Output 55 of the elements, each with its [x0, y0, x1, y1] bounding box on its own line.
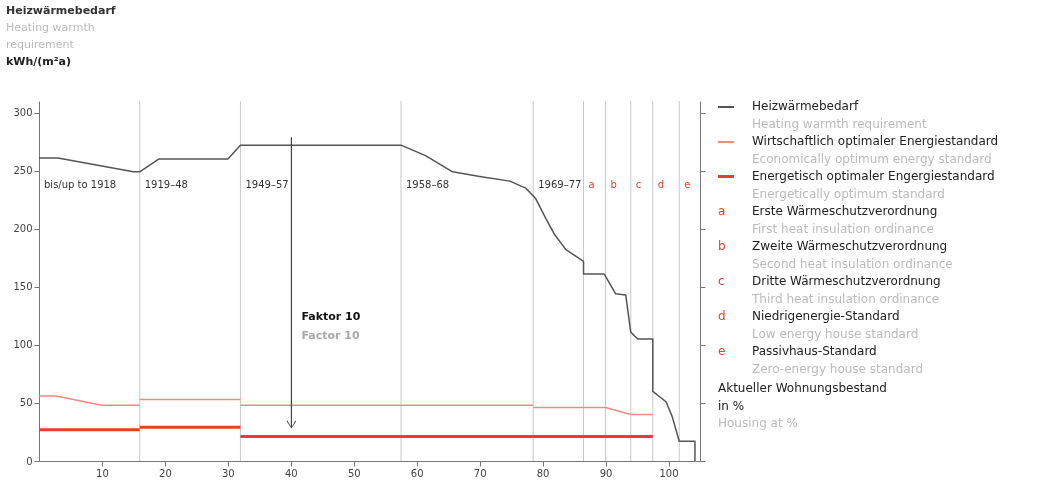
- text: Zero-energy house standard: [752, 360, 925, 378]
- text: Economically optimum energy standard: [752, 150, 993, 168]
- x-tick-label: 60: [410, 467, 424, 479]
- text: c: [718, 274, 725, 288]
- text: Zweite Wärmeschutzverordnung: [752, 238, 948, 255]
- text: Second heat insulation ordinance: [752, 255, 954, 273]
- x-tick-label: 10: [96, 467, 109, 479]
- y-tick-label: 250: [13, 165, 33, 177]
- y-tick-label: 300: [13, 107, 33, 119]
- y-tick-label: 50: [19, 397, 33, 409]
- text: a: [718, 204, 726, 218]
- text: Dritte Wärmeschutzverordnung: [752, 273, 941, 290]
- ref-line-label: 1949–57: [245, 179, 289, 190]
- ref-line-label: b: [610, 179, 617, 190]
- x-tick-label: 100: [659, 467, 679, 479]
- x-tick-label: 50: [347, 467, 361, 479]
- y-tick-label: 150: [13, 281, 33, 293]
- text: Erste Wärmeschutzverordnung: [752, 203, 938, 220]
- text: Niedrigenergie-Standard: [752, 308, 900, 325]
- text: Third heat insulation ordinance: [752, 290, 941, 308]
- y-tick-label: 100: [13, 339, 33, 351]
- text: b: [718, 239, 726, 253]
- text: d: [718, 309, 726, 323]
- legend-label: Heizwärmebedarf: [752, 98, 859, 115]
- x-tick-label: 80: [536, 467, 550, 479]
- ref-line-label: 1969–77: [538, 179, 582, 190]
- text: e: [718, 344, 726, 358]
- y-axis-title: kWh/(m²a): [6, 54, 73, 70]
- x-axis-title: Aktueller Wohnungsbestand in %: [718, 380, 888, 415]
- text: Low energy house standard: [752, 325, 920, 343]
- chart-title: Heizwärmebedarf: [6, 3, 117, 19]
- ref-line-label: 1919–48: [144, 179, 188, 190]
- ref-line-label: a: [588, 179, 595, 190]
- x-tick-label: 90: [599, 467, 613, 479]
- text: Housing at %: [718, 415, 799, 432]
- ref-line-label: d: [657, 179, 665, 190]
- x-tick-label: 70: [473, 467, 487, 479]
- annotation: Factor 10: [301, 328, 360, 342]
- text: First heat insulation ordinance: [752, 220, 935, 238]
- annotation: Faktor 10: [301, 309, 361, 323]
- x-tick-label: 30: [221, 467, 235, 479]
- annotation: bis/up to 1918: [44, 179, 117, 190]
- y-tick-label: 200: [13, 223, 33, 235]
- x-tick-label: 40: [284, 467, 298, 479]
- x-tick-label: 20: [159, 467, 172, 479]
- y-tick-label: 0: [26, 455, 33, 467]
- chart-subtitle: Heating warmth requirement: [6, 20, 96, 53]
- text: Energetically optimum standard: [752, 185, 946, 203]
- ref-line-label: c: [635, 179, 642, 190]
- text: Heating warmth requirement: [752, 115, 928, 133]
- legend-label: Wirtschaftlich optimaler Energiestandard: [752, 133, 999, 150]
- text: Passivhaus-Standard: [752, 343, 877, 360]
- ref-line-label: e: [684, 179, 691, 190]
- ref-line-label: 1958–68: [405, 179, 450, 190]
- legend-label: Energetisch optimaler Engergiestandard: [752, 168, 995, 185]
